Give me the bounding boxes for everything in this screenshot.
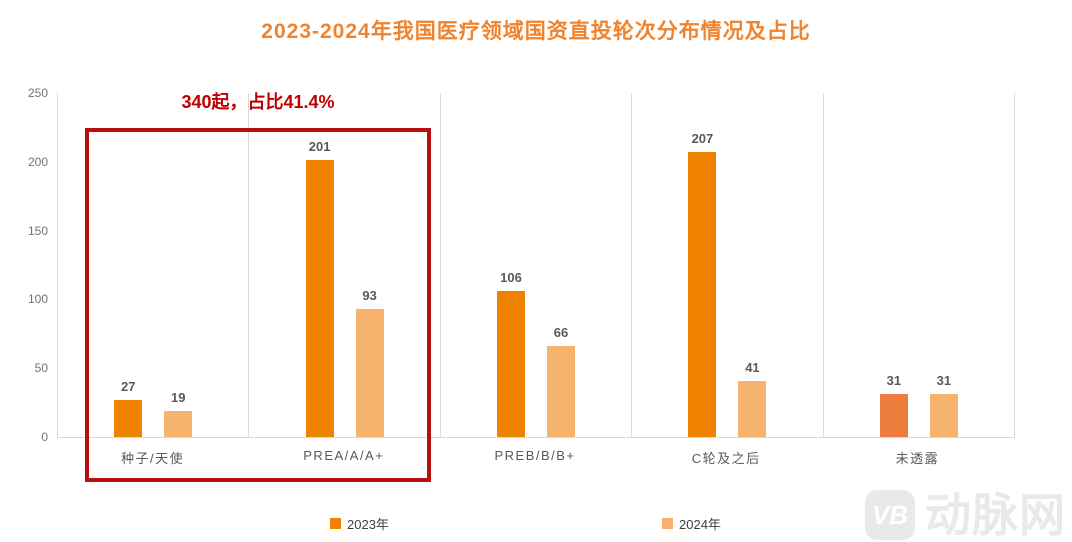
y-tick-label: 200: [27, 154, 48, 169]
legend-label-2023: 2023年: [347, 517, 389, 532]
legend-item-2023: 2023年: [330, 514, 389, 533]
category-panel-1: 27 19: [58, 93, 250, 437]
bar-value-label: 19: [170, 389, 186, 405]
bar-value-label: 201: [308, 139, 331, 155]
y-tick-label: 50: [34, 361, 48, 376]
chart-title: 2023-2024年我国医疗领域国资直投轮次分布情况及占比: [261, 20, 811, 43]
bar-value-label: 27: [120, 378, 136, 394]
category-panel-4: 207 41: [632, 93, 824, 437]
bar-2024年-未透露: 31: [929, 373, 958, 437]
y-tick-label: 150: [27, 223, 48, 238]
bar-value-label: 31: [886, 373, 902, 389]
bar-value-label: 93: [362, 288, 377, 304]
legend-item-2024: 2024年: [662, 514, 721, 533]
plot-area: 27 19 201 93 106 66 207 41 31 31: [57, 93, 1015, 438]
x-category-label: 种子/天使: [121, 451, 185, 466]
category-panel-2: 201 93: [249, 93, 441, 437]
x-category-label: PREB/B/B+: [494, 448, 576, 463]
bar-2024年-种子/天使: 19: [164, 390, 193, 437]
legend-swatch-2024: [662, 518, 673, 529]
y-tick-label: 100: [27, 292, 48, 307]
legend-swatch-2023: [330, 518, 341, 529]
bar-value-label: 31: [936, 373, 952, 389]
bar-value-label: 41: [745, 359, 760, 375]
x-category-label: C轮及之后: [691, 451, 761, 466]
x-category-label: PREA/A/A+: [303, 448, 385, 463]
bar-2024年-PREB/B/B+: 66: [547, 325, 576, 437]
y-axis: 0 50 100 150 200 250: [0, 0, 48, 542]
bar-2023年-PREB/B/B+: 106: [497, 270, 526, 437]
vb-logo-letters: VB: [871, 499, 909, 530]
x-axis-labels: 种子/天使 PREA/A/A+ PREB/B/B+ C轮及之后 未透露: [57, 448, 1013, 467]
watermark-text: 动脉网: [925, 489, 1066, 541]
y-tick-label: 250: [27, 86, 48, 100]
vb-logo-icon: VB: [865, 490, 915, 540]
bar-2024年-PREA/A/A+: 93: [355, 288, 384, 437]
bar-2023年-未透露: 31: [879, 373, 908, 437]
bar-2023年-C轮及之后: 207: [688, 131, 717, 437]
bar-value-label: 207: [691, 131, 714, 147]
category-panel-3: 106 66: [441, 93, 633, 437]
bar-2024年-C轮及之后: 41: [738, 360, 767, 437]
bar-2023年-PREA/A/A+: 201: [305, 139, 334, 437]
bar-value-label: 66: [553, 325, 569, 341]
y-tick-label: 0: [41, 430, 48, 444]
category-panel-5: 31 31: [824, 93, 1014, 437]
bar-value-label: 106: [500, 270, 522, 286]
bar-2023年-种子/天使: 27: [114, 379, 143, 437]
x-category-label: 未透露: [895, 451, 940, 466]
watermark-logo: VB 动脉网: [865, 490, 1066, 540]
annotation-label: 340起，占比41.4%: [181, 92, 335, 112]
legend-label-2024: 2024年: [679, 517, 721, 532]
